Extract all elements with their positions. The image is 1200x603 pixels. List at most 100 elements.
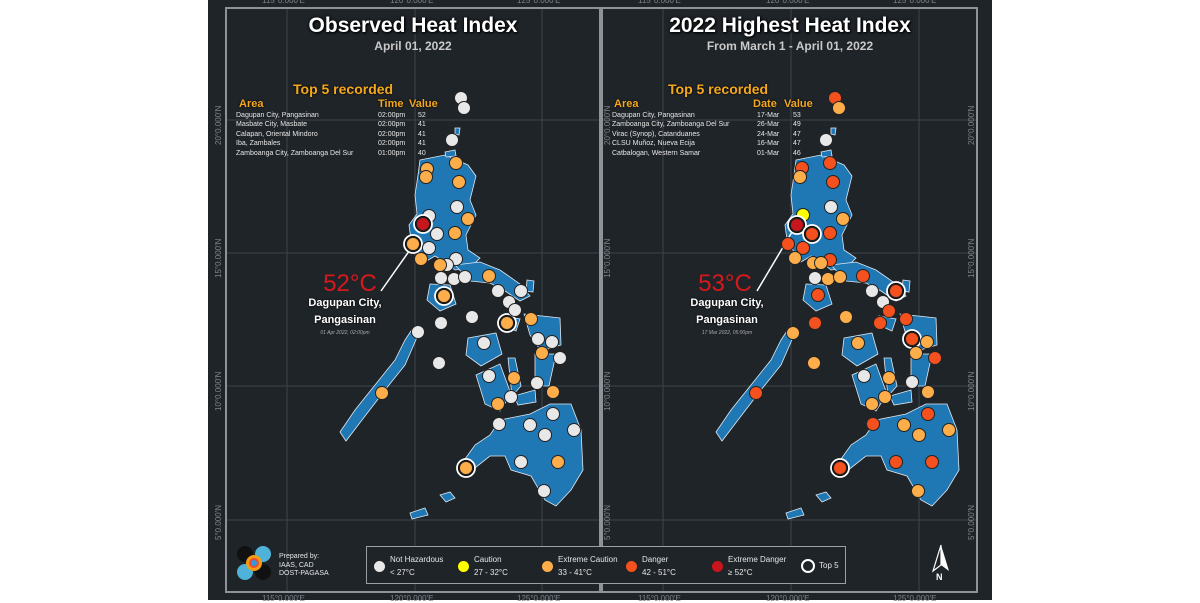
station-marker-extreme-caution[interactable] bbox=[449, 156, 463, 170]
station-marker-danger[interactable] bbox=[925, 455, 939, 469]
station-marker-extreme-caution[interactable] bbox=[461, 212, 475, 226]
station-marker-extreme-caution[interactable] bbox=[551, 455, 565, 469]
station-marker-danger[interactable] bbox=[833, 461, 847, 475]
station-marker-danger[interactable] bbox=[805, 227, 819, 241]
lon-label-top: 120°0.000'E bbox=[766, 0, 810, 5]
station-marker-not-hazardous[interactable] bbox=[905, 375, 919, 389]
station-marker-not-hazardous[interactable] bbox=[538, 428, 552, 442]
station-marker-not-hazardous[interactable] bbox=[819, 133, 833, 147]
station-marker-extreme-caution[interactable] bbox=[419, 170, 433, 184]
station-marker-not-hazardous[interactable] bbox=[492, 417, 506, 431]
station-marker-not-hazardous[interactable] bbox=[508, 303, 522, 317]
station-marker-extreme-caution[interactable] bbox=[433, 258, 447, 272]
station-marker-not-hazardous[interactable] bbox=[465, 310, 479, 324]
station-marker-danger[interactable] bbox=[889, 284, 903, 298]
station-marker-danger[interactable] bbox=[921, 407, 935, 421]
station-marker-danger[interactable] bbox=[823, 226, 837, 240]
station-marker-not-hazardous[interactable] bbox=[434, 271, 448, 285]
station-marker-danger[interactable] bbox=[905, 332, 919, 346]
station-marker-not-hazardous[interactable] bbox=[514, 284, 528, 298]
station-marker-extreme-caution[interactable] bbox=[821, 272, 835, 286]
station-marker-not-hazardous[interactable] bbox=[422, 241, 436, 255]
station-marker-not-hazardous[interactable] bbox=[553, 351, 567, 365]
station-marker-danger[interactable] bbox=[781, 237, 795, 251]
station-marker-extreme-caution[interactable] bbox=[851, 336, 865, 350]
station-marker-extreme-caution[interactable] bbox=[437, 289, 451, 303]
station-marker-not-hazardous[interactable] bbox=[411, 325, 425, 339]
station-marker-extreme-caution[interactable] bbox=[793, 170, 807, 184]
station-marker-extreme-caution[interactable] bbox=[414, 252, 428, 266]
station-marker-extreme-caution[interactable] bbox=[836, 212, 850, 226]
station-marker-extreme-caution[interactable] bbox=[788, 251, 802, 265]
station-marker-danger[interactable] bbox=[866, 417, 880, 431]
station-marker-extreme-caution[interactable] bbox=[524, 312, 538, 326]
station-marker-extreme-caution[interactable] bbox=[786, 326, 800, 340]
station-marker-extreme-caution[interactable] bbox=[546, 385, 560, 399]
station-marker-not-hazardous[interactable] bbox=[523, 418, 537, 432]
station-marker-extreme-danger[interactable] bbox=[416, 217, 430, 231]
station-marker-danger[interactable] bbox=[882, 304, 896, 318]
legend-range: < 27°C bbox=[390, 568, 415, 577]
station-marker-not-hazardous[interactable] bbox=[530, 376, 544, 390]
station-marker-danger[interactable] bbox=[928, 351, 942, 365]
station-marker-extreme-danger[interactable] bbox=[790, 218, 804, 232]
station-marker-danger[interactable] bbox=[811, 288, 825, 302]
station-marker-danger[interactable] bbox=[823, 156, 837, 170]
station-marker-not-hazardous[interactable] bbox=[514, 455, 528, 469]
station-marker-danger[interactable] bbox=[899, 312, 913, 326]
station-marker-danger[interactable] bbox=[796, 241, 810, 255]
station-marker-not-hazardous[interactable] bbox=[824, 200, 838, 214]
station-marker-extreme-caution[interactable] bbox=[909, 346, 923, 360]
station-marker-extreme-caution[interactable] bbox=[912, 428, 926, 442]
station-marker-extreme-caution[interactable] bbox=[459, 461, 473, 475]
station-marker-not-hazardous[interactable] bbox=[432, 356, 446, 370]
station-marker-extreme-caution[interactable] bbox=[865, 397, 879, 411]
station-marker-extreme-caution[interactable] bbox=[878, 390, 892, 404]
station-marker-not-hazardous[interactable] bbox=[430, 227, 444, 241]
station-marker-danger[interactable] bbox=[873, 316, 887, 330]
station-marker-not-hazardous[interactable] bbox=[808, 271, 822, 285]
station-marker-extreme-caution[interactable] bbox=[807, 356, 821, 370]
station-marker-not-hazardous[interactable] bbox=[504, 390, 518, 404]
station-marker-extreme-caution[interactable] bbox=[500, 316, 514, 330]
station-marker-danger[interactable] bbox=[889, 455, 903, 469]
station-marker-not-hazardous[interactable] bbox=[491, 284, 505, 298]
station-marker-not-hazardous[interactable] bbox=[458, 270, 472, 284]
station-marker-not-hazardous[interactable] bbox=[457, 101, 471, 115]
station-marker-not-hazardous[interactable] bbox=[546, 407, 560, 421]
station-marker-not-hazardous[interactable] bbox=[445, 133, 459, 147]
station-marker-extreme-caution[interactable] bbox=[832, 101, 846, 115]
station-marker-extreme-caution[interactable] bbox=[814, 256, 828, 270]
station-marker-extreme-caution[interactable] bbox=[448, 226, 462, 240]
station-marker-not-hazardous[interactable] bbox=[477, 336, 491, 350]
station-marker-danger[interactable] bbox=[826, 175, 840, 189]
station-marker-extreme-caution[interactable] bbox=[482, 269, 496, 283]
station-marker-extreme-caution[interactable] bbox=[897, 418, 911, 432]
station-marker-not-hazardous[interactable] bbox=[450, 200, 464, 214]
station-marker-extreme-caution[interactable] bbox=[375, 386, 389, 400]
station-marker-extreme-caution[interactable] bbox=[507, 371, 521, 385]
top5-cell-area: Zamboanga City, Zamboanga Del Sur bbox=[236, 149, 354, 157]
station-marker-extreme-caution[interactable] bbox=[491, 397, 505, 411]
station-marker-not-hazardous[interactable] bbox=[537, 484, 551, 498]
station-marker-not-hazardous[interactable] bbox=[567, 423, 581, 437]
station-marker-danger[interactable] bbox=[856, 269, 870, 283]
station-marker-not-hazardous[interactable] bbox=[531, 332, 545, 346]
station-marker-extreme-caution[interactable] bbox=[882, 371, 896, 385]
station-marker-not-hazardous[interactable] bbox=[865, 284, 879, 298]
station-marker-extreme-caution[interactable] bbox=[833, 270, 847, 284]
station-marker-extreme-caution[interactable] bbox=[911, 484, 925, 498]
station-marker-extreme-caution[interactable] bbox=[535, 346, 549, 360]
station-marker-extreme-caution[interactable] bbox=[921, 385, 935, 399]
station-marker-not-hazardous[interactable] bbox=[482, 369, 496, 383]
station-marker-not-hazardous[interactable] bbox=[545, 335, 559, 349]
station-marker-not-hazardous[interactable] bbox=[857, 369, 871, 383]
station-marker-extreme-caution[interactable] bbox=[839, 310, 853, 324]
station-marker-danger[interactable] bbox=[749, 386, 763, 400]
station-marker-extreme-caution[interactable] bbox=[406, 237, 420, 251]
station-marker-extreme-caution[interactable] bbox=[942, 423, 956, 437]
station-marker-extreme-caution[interactable] bbox=[452, 175, 466, 189]
station-marker-not-hazardous[interactable] bbox=[434, 316, 448, 330]
station-marker-extreme-caution[interactable] bbox=[920, 335, 934, 349]
station-marker-danger[interactable] bbox=[808, 316, 822, 330]
